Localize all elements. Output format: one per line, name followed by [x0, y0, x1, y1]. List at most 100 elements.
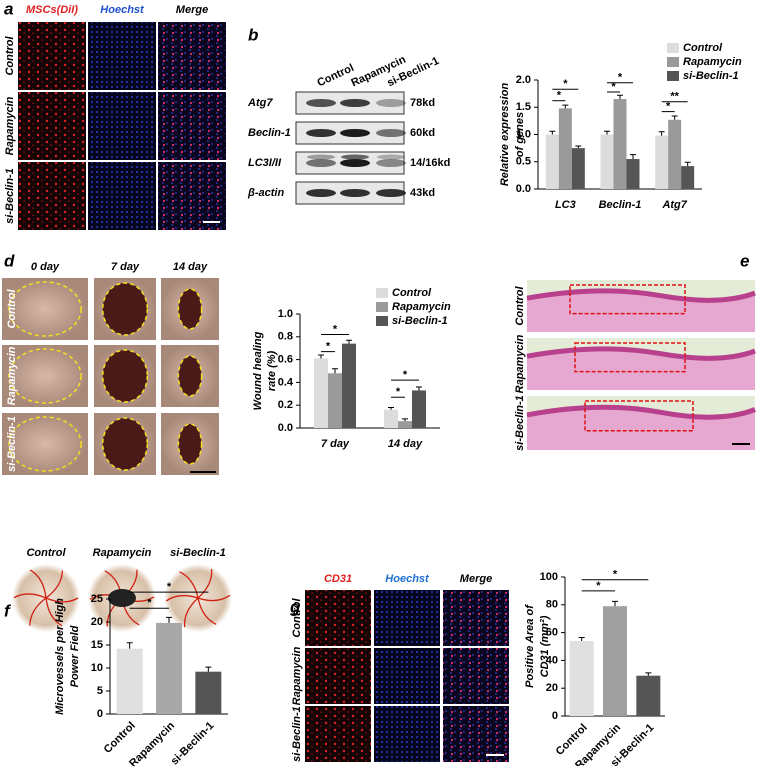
- significance-mark: *: [618, 72, 623, 84]
- lane-label: Control: [315, 62, 356, 89]
- legend-swatch: [376, 288, 388, 298]
- bar: [655, 135, 669, 189]
- y-axis-label: Relative expression: [499, 83, 511, 187]
- significance-mark: *: [167, 581, 172, 593]
- legend-label: si-Beclin-1: [683, 70, 739, 82]
- significance-mark: *: [147, 597, 152, 609]
- vessel: [45, 570, 64, 599]
- wound: [178, 289, 202, 329]
- protein-label: β-actin: [247, 187, 284, 199]
- legend-label: si-Beclin-1: [392, 315, 448, 327]
- wound-outline: [177, 288, 203, 330]
- legend-swatch: [667, 43, 679, 53]
- size-label: 14/16kd: [410, 157, 450, 169]
- significance-mark: *: [596, 580, 601, 592]
- row-label: si-Beclin-1: [6, 416, 18, 472]
- blot-band: [376, 189, 406, 197]
- error-bar: [318, 354, 324, 359]
- roi-box: [569, 284, 686, 315]
- y-axis-label: Microvessels per High: [54, 598, 66, 715]
- fluorescence-image: [158, 162, 226, 230]
- y-tick-label: 20: [91, 616, 103, 628]
- row-label: si-Beclin-1: [4, 168, 16, 224]
- legend-label: Rapamycin: [683, 56, 742, 68]
- significance-mark: *: [396, 386, 401, 398]
- wound: [102, 418, 148, 470]
- y-tick-label: 0.4: [278, 376, 294, 388]
- vessel: [165, 594, 199, 602]
- bar: [636, 675, 661, 716]
- image-title: si-Beclin-1: [170, 547, 226, 559]
- x-tick-label: Atg7: [661, 199, 687, 211]
- vessel: [29, 597, 47, 626]
- panel-label: g: [289, 597, 301, 616]
- legend-label: Rapamycin: [392, 301, 451, 313]
- fluorescence-image: [374, 590, 440, 646]
- wound-outline: [8, 348, 82, 404]
- blot-band: [340, 99, 370, 107]
- bar: [571, 148, 585, 189]
- y-tick-label: 2.0: [516, 74, 531, 86]
- fluorescence-image: [443, 590, 509, 646]
- bar: [342, 343, 356, 428]
- column-header: Merge: [176, 4, 208, 16]
- wound: [178, 356, 202, 396]
- bar: [613, 99, 627, 189]
- x-tick-label: 7 day: [321, 438, 350, 450]
- row-label: Rapamycin: [514, 334, 526, 393]
- wound-photo: [2, 278, 88, 340]
- fluorescence-image: [305, 648, 371, 704]
- legend-swatch: [376, 316, 388, 326]
- column-header: MSCs(DiI): [26, 4, 78, 16]
- fluorescence-image: [374, 648, 440, 704]
- error-bar: [671, 115, 678, 120]
- blot-band: [306, 159, 336, 167]
- error-bar: [658, 131, 665, 136]
- legend-swatch: [376, 302, 388, 312]
- fluorescence-image: [374, 706, 440, 762]
- wound: [102, 350, 148, 402]
- panel-label: b: [248, 25, 258, 44]
- significance-mark: *: [563, 78, 568, 90]
- bar: [569, 640, 594, 716]
- significance-mark: *: [557, 90, 562, 102]
- bar: [384, 409, 398, 428]
- vessel: [179, 571, 199, 599]
- row-label: si-Beclin-1: [514, 395, 526, 451]
- panel-label: e: [740, 251, 749, 270]
- row-label: Control: [291, 598, 303, 638]
- wound: [102, 283, 148, 335]
- error-bar: [630, 154, 636, 160]
- panel-label: f: [4, 601, 12, 620]
- fluorescence-image: [88, 22, 156, 90]
- epidermis: [526, 404, 756, 420]
- column-header: 7 day: [111, 261, 140, 273]
- x-tick-label: si-Beclin-1: [169, 720, 217, 766]
- row-label: Control: [4, 36, 16, 76]
- column-header: CD31: [324, 573, 352, 585]
- bar: [328, 373, 342, 428]
- bar: [314, 358, 328, 428]
- size-label: 78kd: [410, 97, 435, 109]
- blot-band: [376, 99, 406, 107]
- panel-label: d: [4, 251, 15, 270]
- vessel: [45, 597, 79, 603]
- legend-swatch: [667, 71, 679, 81]
- vessel: [197, 568, 213, 599]
- y-tick-label: 0.2: [278, 399, 293, 411]
- error-bar: [388, 406, 394, 410]
- fluorescence-image: [305, 706, 371, 762]
- wound: [178, 424, 202, 464]
- error-bar: [416, 386, 422, 391]
- wound-photo: [2, 345, 88, 407]
- legend-label: Control: [683, 42, 723, 54]
- wound-outline: [101, 417, 149, 471]
- bar: [668, 119, 682, 189]
- wound-outline: [177, 355, 203, 397]
- blot-band: [340, 129, 370, 137]
- error-bar: [332, 368, 338, 374]
- y-tick-label: 1.0: [278, 308, 293, 320]
- x-tick-label: Control: [102, 720, 138, 756]
- legend-label: Control: [392, 287, 432, 299]
